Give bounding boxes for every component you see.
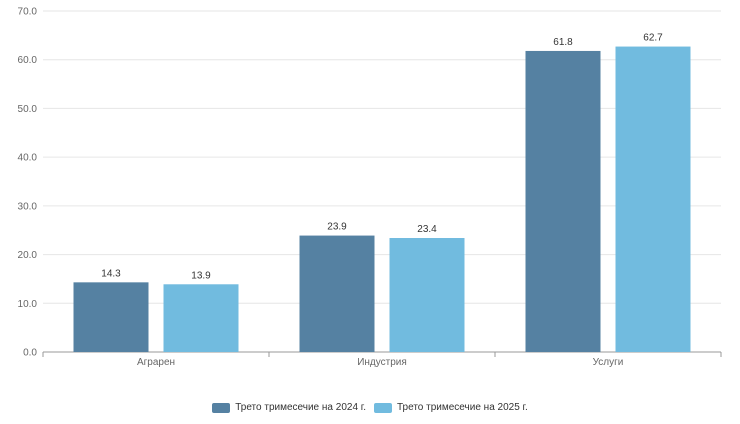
y-tick-label: 0.0 bbox=[23, 348, 37, 359]
legend-item-2024[interactable]: Трето тримесечие на 2024 г. bbox=[212, 402, 366, 413]
y-tick-label: 10.0 bbox=[18, 299, 38, 310]
x-tick-label: Услуги bbox=[593, 357, 624, 368]
y-tick-label: 60.0 bbox=[18, 55, 38, 66]
y-tick-label: 20.0 bbox=[18, 250, 38, 261]
data-label: 13.9 bbox=[191, 270, 211, 281]
legend-label-2024: Трето тримесечие на 2024 г. bbox=[235, 402, 366, 413]
bar bbox=[615, 46, 691, 352]
data-label: 62.7 bbox=[643, 33, 663, 44]
data-label: 23.9 bbox=[327, 222, 347, 233]
legend-item-2025[interactable]: Трето тримесечие на 2025 г. bbox=[374, 402, 528, 413]
x-tick-label: Индустрия bbox=[357, 357, 407, 368]
bar bbox=[73, 282, 149, 352]
legend: Трето тримесечие на 2024 г. Трето тримес… bbox=[0, 402, 740, 413]
data-label: 61.8 bbox=[553, 37, 573, 48]
bar bbox=[389, 238, 465, 352]
y-tick-label: 30.0 bbox=[18, 201, 38, 212]
y-tick-label: 70.0 bbox=[18, 7, 38, 18]
y-tick-label: 40.0 bbox=[18, 153, 38, 164]
bar bbox=[299, 235, 375, 352]
bar bbox=[163, 284, 239, 352]
y-tick-label: 50.0 bbox=[18, 104, 38, 115]
bar bbox=[525, 50, 601, 353]
legend-swatch-2024 bbox=[212, 402, 231, 413]
legend-label-2025: Трето тримесечие на 2025 г. bbox=[397, 402, 528, 413]
legend-swatch-2025 bbox=[374, 402, 392, 413]
data-label: 14.3 bbox=[101, 268, 121, 279]
data-label: 23.4 bbox=[417, 224, 437, 235]
x-tick-label: Аграрен bbox=[137, 357, 175, 368]
